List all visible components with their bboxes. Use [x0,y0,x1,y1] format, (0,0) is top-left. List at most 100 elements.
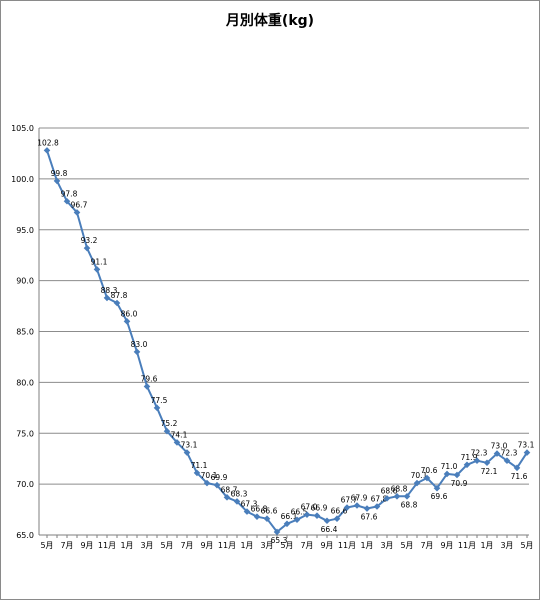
data-point [193,469,201,477]
data-point [373,503,381,510]
data-point [493,450,501,457]
data-label: 97.8 [61,189,78,198]
data-label: 87.8 [111,291,128,300]
data-label: 65.3 [271,536,288,545]
x-tick-label: 1月 [360,541,373,550]
data-point [313,512,321,519]
data-point [413,479,421,487]
data-point [363,505,371,512]
data-point [483,459,491,467]
data-point [323,517,331,525]
x-tick-label: 9月 [440,541,453,550]
x-tick-label: 1月 [480,541,493,550]
y-tick-label: 85.0 [16,328,34,337]
data-point [303,511,311,518]
data-point [453,471,461,479]
data-point [103,294,111,302]
data-point [163,427,171,435]
data-point [473,457,481,465]
data-point [423,474,431,482]
data-label: 91.1 [91,257,108,266]
data-label: 88.3 [101,286,118,295]
data-point [63,197,71,205]
x-tick-label: 11月 [218,541,236,550]
data-point [43,147,51,154]
x-tick-label: 7月 [180,541,193,550]
data-point [263,515,271,523]
data-label: 86.0 [121,309,138,318]
data-label: 73.1 [518,441,535,450]
data-label: 70.1 [201,471,218,480]
data-label: 83.0 [131,340,148,349]
x-tick-label: 3月 [500,541,513,550]
x-tick-label: 3月 [260,541,273,550]
data-point [503,457,511,465]
x-tick-label: 11月 [98,541,116,550]
data-label: 66.8 [251,505,268,514]
data-label: 75.2 [161,419,178,428]
x-tick-label: 5月 [520,541,533,550]
data-point [383,495,391,502]
data-label: 77.5 [151,396,168,405]
y-tick-label: 100.0 [11,175,34,184]
data-label: 71.9 [461,453,478,462]
data-point [53,177,61,185]
data-point [113,299,121,307]
data-point [333,515,341,523]
data-label: 70.6 [421,466,438,475]
data-point [203,479,211,487]
data-point [523,449,531,456]
data-label: 66.1 [281,512,298,521]
y-tick-label: 75.0 [16,429,34,438]
x-tick-label: 9月 [320,541,333,550]
data-label: 66.4 [321,525,338,534]
x-tick-label: 1月 [240,541,253,550]
data-label: 71.0 [441,462,458,471]
x-tick-label: 9月 [200,541,213,550]
data-label: 68.8 [401,500,418,509]
data-point [93,266,101,273]
x-tick-label: 5月 [280,541,293,550]
y-tick-label: 65.0 [16,531,34,540]
data-point [173,439,181,446]
data-point [433,484,441,492]
data-label: 67.9 [351,493,368,502]
x-tick-label: 3月 [380,541,393,550]
data-point [153,404,161,412]
data-label: 69.9 [211,473,228,482]
data-point [403,493,411,500]
data-point [213,481,221,489]
y-tick-label: 80.0 [16,378,34,387]
data-label: 79.6 [141,374,158,383]
y-tick-label: 90.0 [16,277,34,286]
data-label: 68.8 [391,484,408,493]
data-point [443,470,451,478]
data-label: 93.2 [81,236,98,245]
data-label: 66.5 [291,508,308,517]
data-label: 102.8 [37,138,59,147]
data-label: 72.3 [501,449,518,458]
data-point [243,508,251,515]
x-tick-label: 11月 [458,541,476,550]
data-point [223,494,231,501]
data-point [183,449,191,456]
data-point [283,520,291,528]
data-label: 67.7 [341,496,358,505]
data-point [293,516,301,524]
data-point [123,318,131,325]
data-label: 66.6 [331,507,348,516]
x-tick-label: 7月 [60,541,73,550]
data-label: 99.8 [51,169,68,178]
data-point [83,244,91,252]
x-tick-label: 1月 [120,541,133,550]
data-label: 72.1 [481,467,498,476]
data-label: 74.1 [171,430,188,439]
x-tick-label: 7月 [420,541,433,550]
data-label: 69.6 [431,492,448,501]
x-tick-label: 7月 [300,541,313,550]
data-label: 73.0 [491,442,508,451]
data-label: 73.1 [181,441,198,450]
data-label: 68.7 [221,485,238,494]
